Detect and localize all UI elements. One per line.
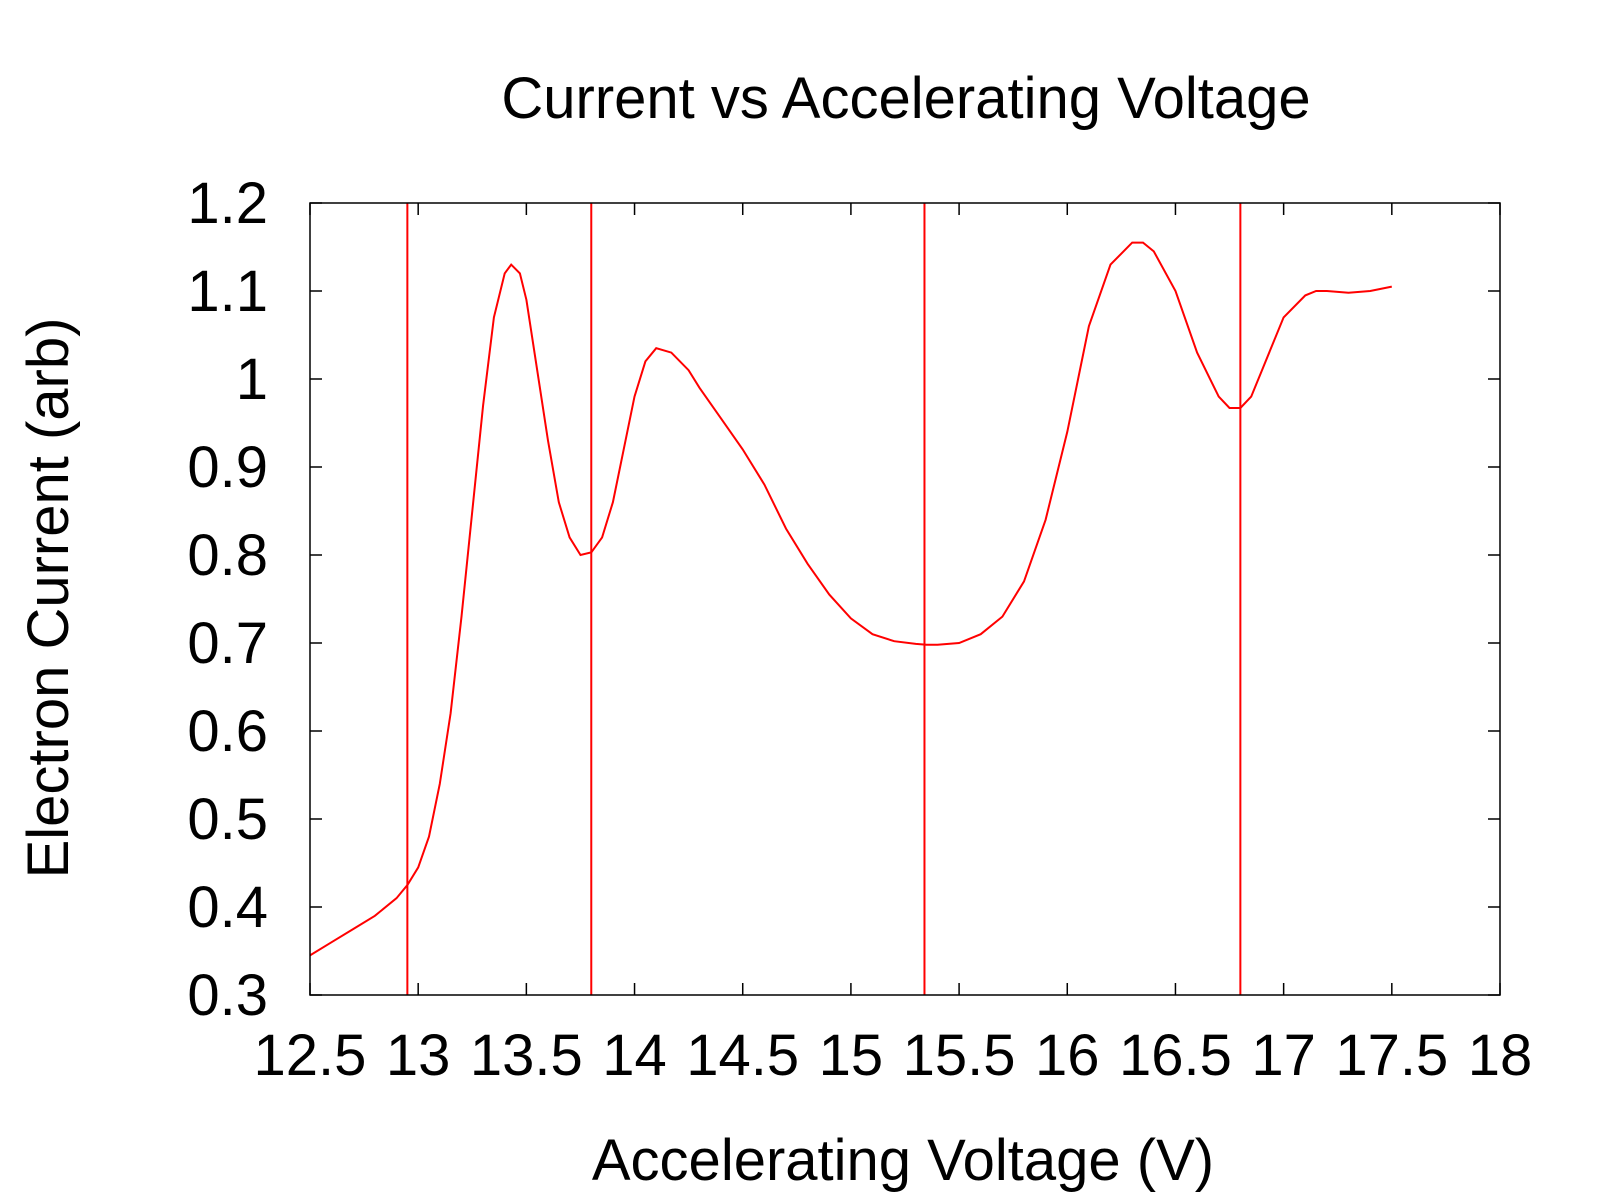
y-tick-label: 0.3 [187, 963, 268, 1028]
x-tick-label: 17.5 [1335, 1023, 1448, 1088]
x-tick-label: 13 [386, 1023, 451, 1088]
x-tick-label: 16.5 [1119, 1023, 1232, 1088]
plot-frame [309, 202, 1501, 996]
x-axis-label: Accelerating Voltage (V) [592, 1128, 1214, 1193]
x-tick-label: 15 [819, 1023, 884, 1088]
y-tick-label: 0.8 [187, 523, 268, 588]
x-tick-label: 16 [1035, 1023, 1100, 1088]
chart-title: Current vs Accelerating Voltage [501, 66, 1310, 131]
x-tick-label: 18 [1468, 1023, 1533, 1088]
y-tick-label: 0.5 [187, 787, 268, 852]
x-tick-label: 14.5 [686, 1023, 799, 1088]
y-axis-label: Electron Current (arb) [16, 318, 81, 879]
x-tick-label: 12.5 [254, 1023, 367, 1088]
x-tick-label: 13.5 [470, 1023, 583, 1088]
y-tick-label: 0.9 [187, 435, 268, 500]
y-tick-label: 0.7 [187, 611, 268, 676]
x-tick-label: 14 [602, 1023, 667, 1088]
x-tick-label: 15.5 [903, 1023, 1016, 1088]
y-tick-label: 1.1 [187, 259, 268, 324]
x-tick-label: 17 [1251, 1023, 1316, 1088]
y-tick-label: 1 [236, 347, 268, 412]
series-line [309, 241, 1392, 957]
y-tick-label: 0.6 [187, 699, 268, 764]
y-tick-label: 1.2 [187, 171, 268, 236]
y-tick-label: 0.4 [187, 875, 268, 940]
plot-marks: 12.5 13 13.5 14 14.5 15 15.5 16 16.5 17 17.5 18 0.3 0… [187, 171, 1532, 1088]
